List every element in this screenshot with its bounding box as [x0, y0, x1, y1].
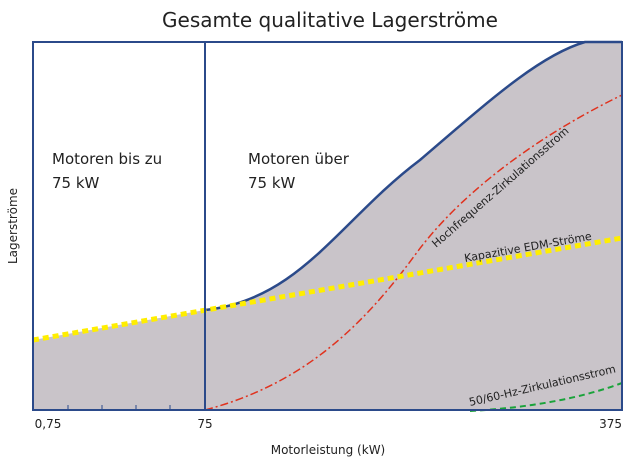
plot-frame: [32, 41, 623, 411]
x-tick-label: 0,75: [35, 417, 62, 431]
region-label: Motoren über: [248, 150, 350, 168]
total-current-curve: [204, 40, 622, 312]
minor-ticks: [67, 405, 171, 410]
region-label: 75 kW: [52, 174, 100, 192]
region-label: 75 kW: [248, 174, 296, 192]
region-label: Motoren bis zu: [52, 150, 162, 168]
x-tick-label: 75: [197, 417, 212, 431]
total-current-area: [33, 42, 622, 410]
chart-title: Gesamte qualitative Lagerströme: [162, 8, 498, 32]
lf-curve: [469, 382, 623, 412]
y-axis-label: Lagerströme: [6, 188, 20, 264]
hf-curve: [204, 94, 623, 411]
x-tick-label: 375: [599, 417, 622, 431]
x-axis-label: Motorleistung (kW): [271, 443, 386, 457]
